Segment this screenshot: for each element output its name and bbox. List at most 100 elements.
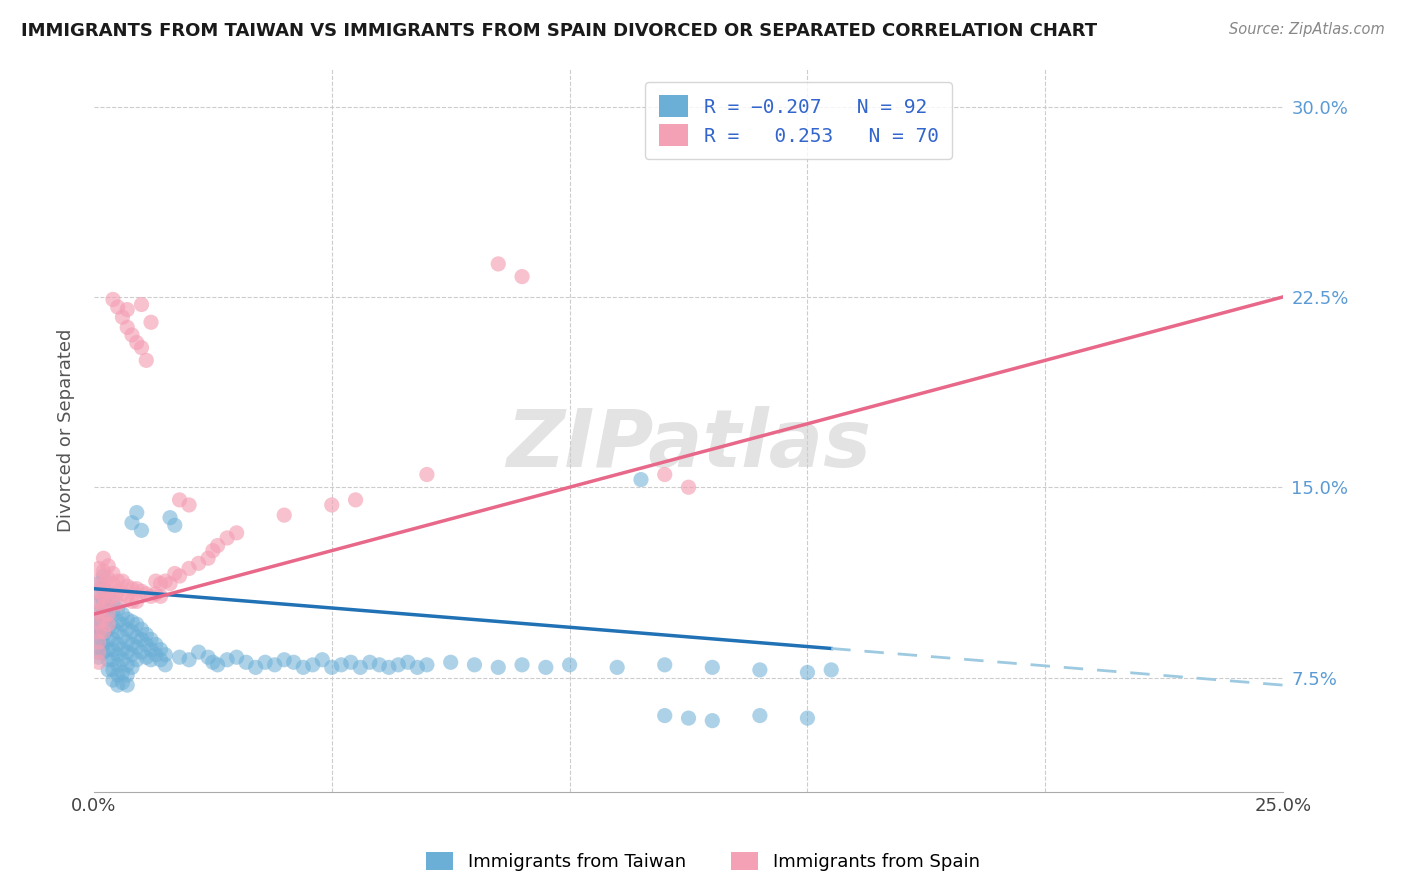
Point — [155, 657, 177, 672]
Point — [93, 617, 115, 632]
Point — [97, 594, 120, 608]
Point — [87, 655, 110, 669]
Point — [207, 657, 229, 672]
Point — [107, 584, 129, 599]
Point — [201, 655, 224, 669]
Point — [630, 473, 652, 487]
Point — [135, 627, 157, 641]
Point — [486, 257, 509, 271]
Point — [125, 653, 148, 667]
Point — [748, 708, 770, 723]
Point — [111, 587, 134, 601]
Point — [177, 653, 200, 667]
Point — [115, 612, 138, 626]
Point — [87, 615, 110, 629]
Point — [321, 660, 343, 674]
Point — [111, 630, 134, 644]
Point — [115, 635, 138, 649]
Point — [93, 582, 115, 596]
Point — [87, 635, 110, 649]
Point — [245, 660, 267, 674]
Point — [115, 678, 138, 692]
Point — [131, 297, 153, 311]
Point — [177, 561, 200, 575]
Point — [368, 657, 391, 672]
Point — [197, 551, 219, 566]
Point — [678, 480, 700, 494]
Legend: R = −0.207   N = 92, R =   0.253   N = 70: R = −0.207 N = 92, R = 0.253 N = 70 — [645, 82, 952, 160]
Point — [145, 638, 167, 652]
Point — [97, 642, 120, 657]
Point — [121, 516, 143, 530]
Point — [131, 645, 153, 659]
Point — [131, 632, 153, 647]
Point — [201, 543, 224, 558]
Point — [97, 572, 120, 586]
Point — [121, 660, 143, 674]
Point — [87, 594, 110, 608]
Point — [87, 607, 110, 621]
Point — [93, 576, 115, 591]
Point — [121, 594, 143, 608]
Point — [125, 335, 148, 350]
Point — [93, 624, 115, 639]
Point — [149, 642, 172, 657]
Point — [107, 615, 129, 629]
Point — [135, 650, 157, 665]
Point — [131, 622, 153, 636]
Point — [416, 657, 439, 672]
Point — [486, 660, 509, 674]
Point — [87, 624, 110, 639]
Point — [107, 648, 129, 662]
Point — [155, 574, 177, 588]
Point — [330, 657, 353, 672]
Point — [534, 660, 557, 674]
Point — [820, 663, 842, 677]
Point — [107, 602, 129, 616]
Point — [558, 657, 581, 672]
Point — [217, 653, 239, 667]
Point — [510, 269, 533, 284]
Point — [187, 557, 209, 571]
Point — [97, 587, 120, 601]
Point — [125, 582, 148, 596]
Point — [145, 648, 167, 662]
Point — [111, 665, 134, 680]
Point — [101, 653, 124, 667]
Point — [97, 632, 120, 647]
Point — [97, 558, 120, 573]
Point — [163, 518, 186, 533]
Text: ZIPatlas: ZIPatlas — [506, 406, 872, 483]
Point — [273, 653, 295, 667]
Point — [107, 624, 129, 639]
Point — [93, 612, 115, 626]
Point — [115, 657, 138, 672]
Point — [125, 594, 148, 608]
Point — [87, 587, 110, 601]
Point — [606, 660, 628, 674]
Point — [101, 642, 124, 657]
Point — [111, 653, 134, 667]
Text: Source: ZipAtlas.com: Source: ZipAtlas.com — [1229, 22, 1385, 37]
Point — [93, 590, 115, 604]
Point — [93, 564, 115, 578]
Point — [107, 678, 129, 692]
Point — [107, 638, 129, 652]
Point — [135, 638, 157, 652]
Point — [97, 617, 120, 632]
Point — [131, 524, 153, 538]
Point — [101, 566, 124, 581]
Point — [107, 300, 129, 314]
Point — [87, 561, 110, 575]
Point — [101, 673, 124, 687]
Point — [163, 566, 186, 581]
Point — [93, 599, 115, 614]
Point — [121, 624, 143, 639]
Point — [349, 660, 371, 674]
Point — [440, 655, 463, 669]
Point — [359, 655, 381, 669]
Point — [101, 594, 124, 608]
Point — [702, 660, 724, 674]
Point — [344, 492, 367, 507]
Point — [125, 617, 148, 632]
